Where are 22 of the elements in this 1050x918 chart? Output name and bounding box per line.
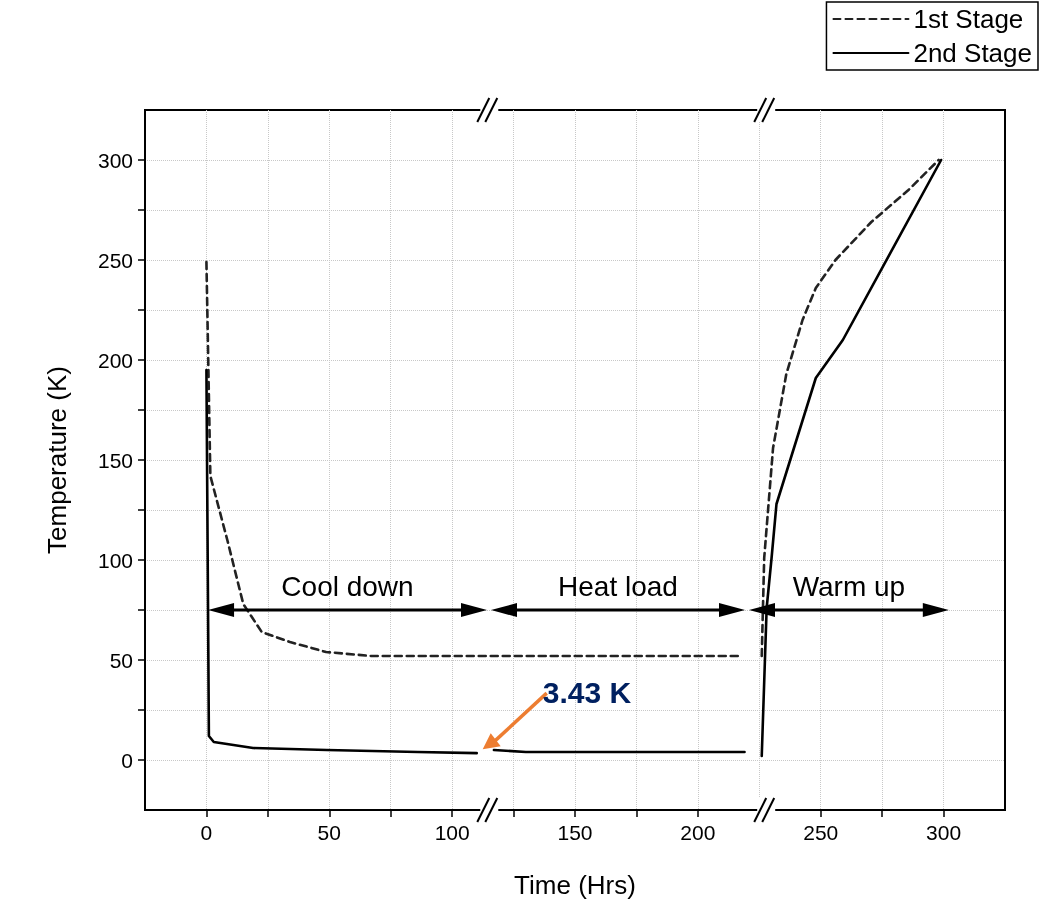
annotation: 3.43 K — [542, 676, 632, 710]
x-tick-label: 0 — [200, 821, 213, 844]
legend-label: 1st Stage — [913, 4, 1024, 34]
y-tick-label: 50 — [109, 648, 133, 672]
y-tick-label: 300 — [97, 148, 133, 172]
annotation: Cool down — [281, 571, 414, 603]
y-tick-label: 150 — [97, 448, 133, 472]
x-tick-label: 50 — [317, 821, 341, 844]
x-tick-label: 200 — [680, 821, 716, 844]
legend-label: 2nd Stage — [913, 38, 1033, 68]
x-axis-title: Time (Hrs) — [514, 870, 636, 900]
x-tick-label: 250 — [803, 821, 839, 844]
x-tick-label: 150 — [557, 821, 593, 844]
x-tick-label: 100 — [434, 821, 470, 844]
y-tick-label: 0 — [121, 748, 133, 772]
y-tick-label: 200 — [97, 348, 133, 372]
y-tick-label: 100 — [97, 548, 133, 572]
annotation: Warm up — [792, 571, 906, 603]
annotation: Heat load — [558, 571, 678, 603]
x-tick-label: 300 — [926, 821, 962, 844]
y-axis-title: Temperature (K) — [42, 366, 72, 554]
y-tick-label: 250 — [97, 248, 133, 272]
